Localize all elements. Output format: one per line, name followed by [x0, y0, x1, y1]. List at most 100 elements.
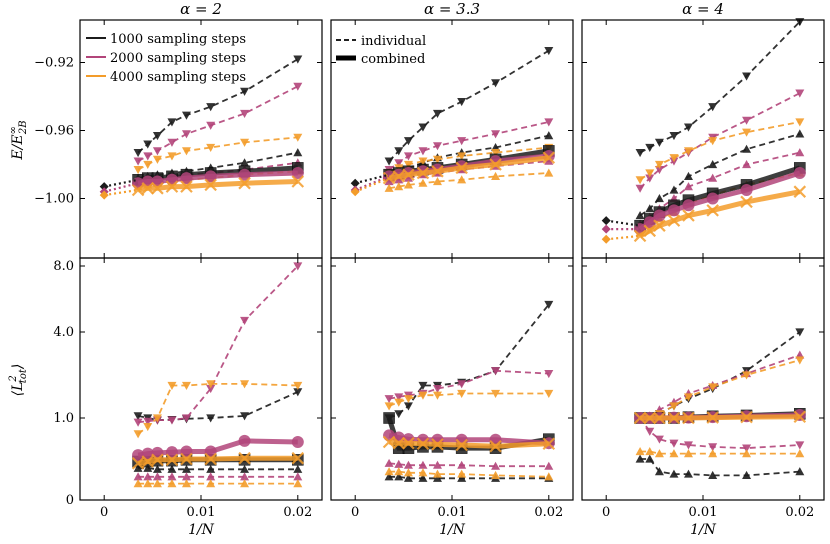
individual-point-1000	[206, 464, 216, 473]
individual-point-4000	[394, 182, 404, 191]
individual-point-2000	[293, 262, 303, 271]
y-tick-label: 0	[66, 493, 74, 508]
individual-point-1000	[635, 211, 645, 220]
individual-line-2000	[137, 85, 299, 162]
individual-point-4000	[152, 155, 162, 164]
y-tick-label: −0.92	[34, 56, 74, 71]
individual-point-2000	[167, 472, 177, 481]
extrapolation-line-4000	[354, 177, 390, 193]
individual-point-2000	[795, 148, 805, 157]
individual-point-2000	[384, 458, 394, 467]
combined-point-4000	[633, 411, 647, 425]
individual-line-4000	[639, 121, 800, 181]
individual-point-2000	[403, 152, 413, 161]
individual-point-2000	[457, 380, 467, 389]
combined-point-4000	[542, 437, 556, 451]
individual-point-2000	[240, 109, 250, 118]
individual-point-1000	[167, 118, 177, 127]
individual-point-4000	[418, 468, 428, 477]
individual-point-1000	[669, 132, 679, 141]
individual-point-1000	[708, 470, 718, 479]
individual-point-4000	[432, 177, 442, 186]
combined-point-2000	[643, 216, 656, 229]
individual-point-4000	[181, 381, 191, 390]
individual-point-2000	[432, 385, 442, 394]
individual-line-1000	[639, 133, 801, 217]
extrapolation-line-2000	[103, 182, 139, 193]
panel-0-1-series	[350, 47, 556, 197]
individual-point-2000	[206, 121, 216, 130]
individual-point-2000	[418, 460, 428, 469]
combined-point-4000	[165, 453, 179, 467]
individual-point-4000	[432, 391, 442, 400]
individual-point-1000	[795, 129, 805, 138]
individual-point-2000	[133, 157, 143, 166]
individual-point-1000	[384, 472, 394, 481]
individual-point-4000	[544, 168, 554, 177]
combined-line-4000	[388, 439, 549, 449]
individual-point-2000	[206, 385, 216, 394]
label-layer: −0.92 −0.96 −1.00 0 0.01 0.02 0 1.0 4.0 8.0 0 0.01 0…	[8, 0, 814, 538]
extrapolation-line-4000	[606, 234, 641, 241]
x-tick-label: 0.01	[689, 505, 718, 520]
y-tick-label: −1.00	[34, 192, 74, 207]
combined-point-4000	[291, 451, 305, 465]
individual-point-2000	[143, 417, 153, 426]
individual-point-2000	[167, 416, 177, 425]
individual-point-4000	[683, 393, 693, 402]
individual-point-2000	[457, 460, 467, 469]
individual-point-1000	[708, 103, 718, 112]
y-axis-label-1: ⟨L2tot⟩	[8, 364, 29, 397]
individual-line-2000	[388, 369, 549, 400]
column-title: α = 3.3	[424, 0, 480, 18]
individual-point-4000	[394, 398, 404, 407]
extrapolation-point-4000	[601, 234, 611, 244]
individual-point-4000	[683, 147, 693, 156]
individual-point-1000	[742, 144, 752, 153]
combined-point-4000	[151, 182, 164, 195]
individual-point-2000	[418, 147, 428, 156]
x-tick-label: 0.01	[438, 505, 467, 520]
combined-point-2000	[682, 199, 695, 212]
individual-line-2000	[639, 354, 801, 419]
individual-point-4000	[403, 395, 413, 404]
individual-point-2000	[742, 160, 752, 169]
combined-point-4000	[740, 410, 753, 424]
individual-point-1000	[293, 148, 303, 157]
individual-point-4000	[457, 152, 467, 161]
x-tick-label: 0.02	[785, 505, 814, 520]
individual-point-4000	[742, 371, 752, 380]
extrapolation-line-2000	[354, 175, 390, 192]
individual-point-2000	[654, 435, 664, 444]
x-axis-label: 1/N	[690, 522, 717, 538]
x-tick-label: 0.02	[534, 505, 563, 520]
individual-point-4000	[635, 176, 645, 185]
individual-point-4000	[240, 380, 250, 389]
combined-point-4000	[392, 170, 406, 183]
individual-line-2000	[639, 417, 800, 450]
individual-point-2000	[491, 130, 501, 139]
combined-point-4000	[682, 411, 695, 425]
combined-point-4000	[653, 411, 666, 425]
panel-frame-1-0	[79, 257, 323, 501]
combined-point-4000	[643, 224, 657, 238]
individual-line-1000	[639, 21, 801, 154]
individual-point-2000	[795, 441, 805, 450]
combined-point-4000	[706, 411, 719, 424]
individual-point-2000	[240, 316, 250, 325]
individual-line-4000	[137, 382, 298, 435]
combined-point-2000	[740, 184, 753, 196]
combined-point-4000	[180, 452, 193, 466]
combined-point-4000	[416, 166, 430, 180]
individual-point-1000	[143, 140, 153, 149]
individual-point-4000	[293, 133, 303, 142]
individual-point-1000	[133, 412, 143, 421]
individual-point-1000	[742, 72, 752, 81]
data-layer	[99, 18, 807, 488]
individual-point-4000	[181, 479, 191, 488]
individual-point-1000	[654, 138, 664, 147]
individual-point-4000	[669, 402, 679, 411]
individual-point-1000	[544, 47, 554, 56]
individual-line-2000	[639, 92, 801, 189]
